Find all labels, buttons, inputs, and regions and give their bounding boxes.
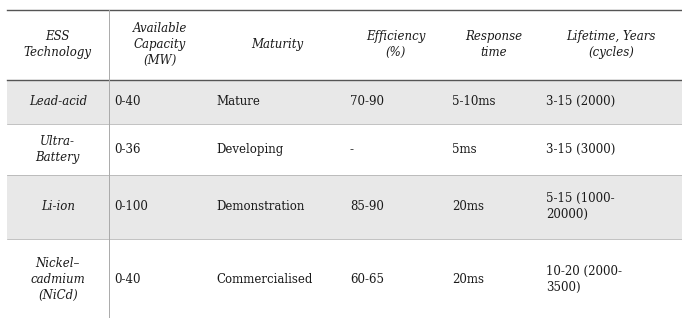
Text: 0-100: 0-100 [115,200,148,213]
Text: Efficiency
(%): Efficiency (%) [366,30,425,59]
FancyBboxPatch shape [7,175,682,238]
Text: 0-40: 0-40 [115,95,141,108]
Text: 0-36: 0-36 [115,143,141,156]
Text: Available
Capacity
(MW): Available Capacity (MW) [133,22,187,67]
Text: Ultra-
Battery: Ultra- Battery [35,135,80,164]
FancyBboxPatch shape [7,124,682,175]
Text: Mature: Mature [216,95,261,108]
FancyBboxPatch shape [7,80,682,124]
FancyBboxPatch shape [7,10,682,80]
Text: 85-90: 85-90 [350,200,384,213]
Text: Li-ion: Li-ion [41,200,75,213]
Text: 5-10ms: 5-10ms [452,95,495,108]
Text: Nickel–
cadmium
(NiCd): Nickel– cadmium (NiCd) [31,257,85,302]
Text: ESS
Technology: ESS Technology [24,30,92,59]
Text: 5ms: 5ms [452,143,477,156]
Text: -: - [350,143,354,156]
Text: Lead-acid: Lead-acid [29,95,87,108]
Text: 70-90: 70-90 [350,95,384,108]
Text: Maturity: Maturity [252,38,303,51]
Text: 20ms: 20ms [452,273,484,286]
Text: Lifetime, Years
(cycles): Lifetime, Years (cycles) [567,30,656,59]
Text: 3-15 (3000): 3-15 (3000) [546,143,616,156]
Text: 5-15 (1000-
20000): 5-15 (1000- 20000) [546,192,614,221]
Text: Response
time: Response time [465,30,522,59]
Text: 10-20 (2000-
3500): 10-20 (2000- 3500) [546,265,622,294]
Text: 20ms: 20ms [452,200,484,213]
Text: 60-65: 60-65 [350,273,384,286]
Text: 3-15 (2000): 3-15 (2000) [546,95,615,108]
FancyBboxPatch shape [7,238,682,318]
Text: 0-40: 0-40 [115,273,141,286]
Text: Developing: Developing [216,143,284,156]
Text: Demonstration: Demonstration [216,200,305,213]
Text: Commercialised: Commercialised [216,273,313,286]
